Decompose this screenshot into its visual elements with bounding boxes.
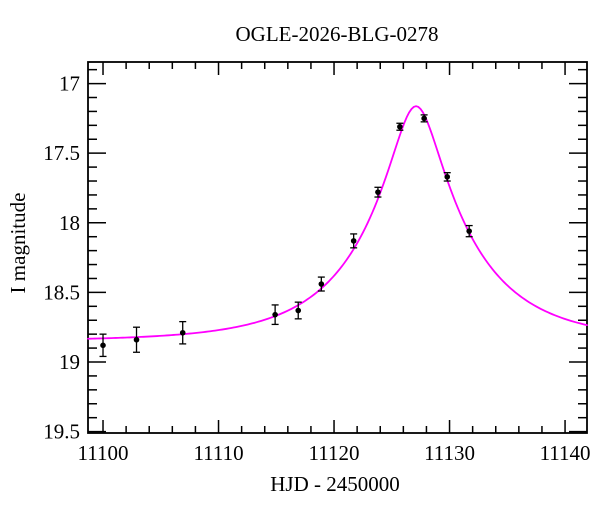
data-point: [444, 174, 451, 180]
data-point: [318, 281, 325, 287]
data-point: [375, 189, 381, 195]
x-axis-title: HJD - 2450000: [270, 472, 400, 496]
y-tick-label: 18: [59, 211, 80, 235]
x-tick-label: 11120: [309, 441, 360, 465]
data-point-group: [465, 224, 473, 238]
data-point-group: [443, 172, 451, 182]
data-point-group: [99, 333, 107, 358]
data-point-group: [317, 276, 325, 292]
data-point-group: [179, 320, 187, 345]
y-tick-label: 19: [59, 350, 80, 374]
data-point-group: [396, 122, 404, 131]
data-point: [466, 228, 472, 234]
data-point: [179, 329, 186, 336]
data-point: [295, 307, 302, 314]
plot-frame: [87, 61, 588, 434]
y-tick-label: 17.5: [43, 141, 80, 165]
data-point: [350, 238, 357, 244]
y-tick-label: 19.5: [43, 420, 80, 444]
data-point: [133, 336, 140, 343]
plot-area: 11100 11110 11120 11130 11140 17 17.5 18 18.5 19 1…: [43, 61, 591, 465]
data-point-group: [271, 304, 279, 326]
data-point-group: [374, 186, 382, 198]
chart-title: OGLE-2026-BLG-0278: [236, 22, 439, 46]
data-point-group: [350, 233, 358, 249]
x-tick-label: 11130: [424, 441, 475, 465]
model-curve: [87, 105, 588, 340]
x-tick-label: 11140: [540, 441, 591, 465]
data-point-group: [420, 114, 428, 123]
x-tick-label: 11110: [193, 441, 243, 465]
y-tick-label: 18.5: [43, 280, 80, 304]
data-point-group: [133, 326, 141, 353]
data-point-group: [294, 301, 302, 320]
x-tick-label: 11100: [78, 441, 129, 465]
y-axis-title: I magnitude: [6, 193, 30, 294]
data-point: [272, 311, 278, 318]
y-tick-label: 17: [59, 72, 80, 96]
data-point: [397, 123, 403, 130]
data-point: [421, 115, 427, 122]
data-point: [100, 342, 106, 349]
